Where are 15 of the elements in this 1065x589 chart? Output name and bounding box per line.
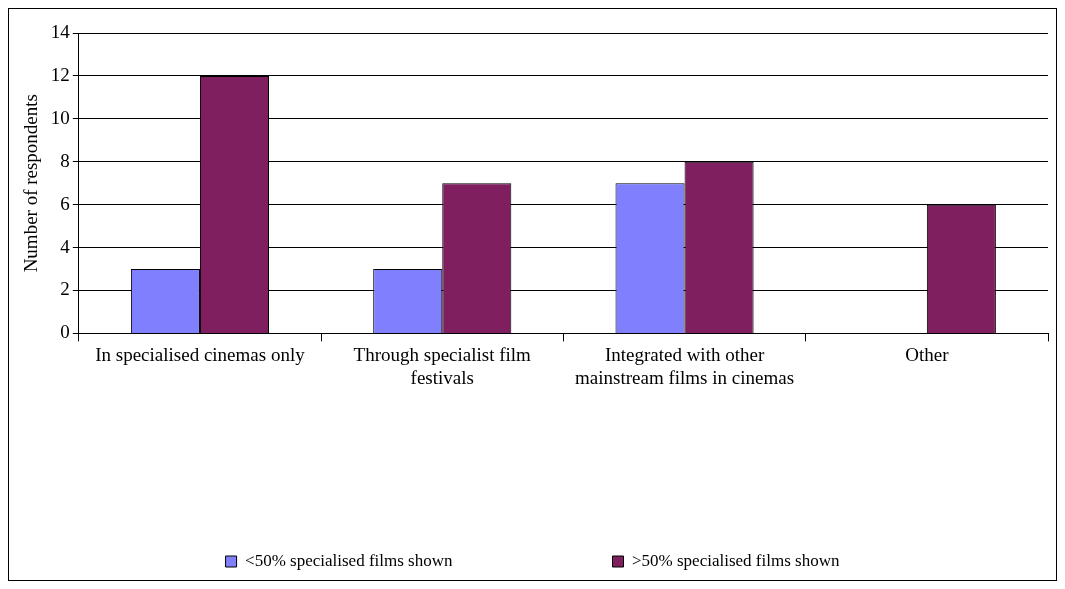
y-tick-label: 10 [50,106,70,128]
x-tick-label: In specialised cinemas only [95,343,306,365]
y-tick-label: 4 [60,235,71,257]
y-tick-label: 6 [60,192,70,214]
x-tick-label: Integrated with other mainstream films in cinemas [575,343,795,388]
y-tick-label: 8 [60,149,70,171]
x-tick-label: Through specialist film festivals [353,343,532,388]
y-axis-title: Number of respondents [20,94,42,273]
y-tick-label: 12 [50,63,70,85]
x-tick-label: Other [905,343,950,365]
y-tick-label: 2 [60,278,70,300]
legend-label: <50% specialised films shown [245,550,453,570]
y-tick-label: 0 [60,321,70,343]
legend-label: >50% specialised films shown [632,550,840,570]
y-tick-label: 14 [50,20,71,42]
